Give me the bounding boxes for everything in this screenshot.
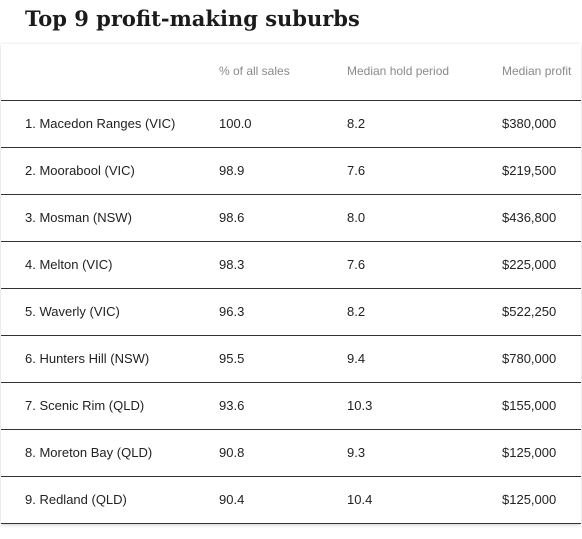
- profit-table-container: % of all sales Median hold period Median…: [1, 44, 581, 524]
- cell-suburb: 4. Melton (VIC): [25, 256, 113, 272]
- cell-median-profit: $155,000: [502, 397, 557, 413]
- cell-hold-period: 9.3: [347, 444, 366, 460]
- cell-median-profit: $380,000: [502, 115, 557, 131]
- cell-hold-period: 10.4: [347, 491, 373, 507]
- table-row: 9. Redland (QLD) 90.4 10.4 $125,000: [1, 476, 581, 523]
- header-pct-sales: % of all sales: [219, 64, 290, 79]
- header-suburb: [1, 44, 194, 100]
- cell-median-profit: $225,000: [502, 256, 557, 272]
- cell-pct-sales: 100.0: [219, 115, 252, 131]
- header-hold-period: Median hold period: [347, 64, 450, 79]
- table-header-row: % of all sales Median hold period Median…: [1, 44, 581, 100]
- cell-pct-sales: 93.6: [219, 397, 245, 413]
- cell-suburb: 5. Waverly (VIC): [25, 303, 120, 319]
- cell-suburb: 1. Macedon Ranges (VIC): [25, 115, 176, 131]
- cell-pct-sales: 96.3: [219, 303, 245, 319]
- cell-suburb: 7. Scenic Rim (QLD): [25, 397, 145, 413]
- cell-pct-sales: 98.9: [219, 162, 245, 178]
- cell-pct-sales: 90.8: [219, 444, 245, 460]
- chart-title: Top 9 profit-making suburbs: [25, 6, 360, 31]
- cell-hold-period: 8.2: [347, 303, 366, 319]
- cell-median-profit: $780,000: [502, 350, 557, 366]
- cell-pct-sales: 98.6: [219, 209, 245, 225]
- cell-suburb: 2. Moorabool (VIC): [25, 162, 135, 178]
- cell-suburb: 8. Moreton Bay (QLD): [25, 444, 153, 460]
- table-row: 6. Hunters Hill (NSW) 95.5 9.4 $780,000: [1, 335, 581, 382]
- cell-suburb: 6. Hunters Hill (NSW): [25, 350, 150, 366]
- cell-hold-period: 7.6: [347, 162, 366, 178]
- table-row: 7. Scenic Rim (QLD) 93.6 10.3 $155,000: [1, 382, 581, 429]
- cell-hold-period: 8.0: [347, 209, 366, 225]
- cell-hold-period: 10.3: [347, 397, 373, 413]
- cell-suburb: 9. Redland (QLD): [25, 491, 127, 507]
- header-median-profit: Median profit: [502, 64, 572, 79]
- table-row: 4. Melton (VIC) 98.3 7.6 $225,000: [1, 241, 581, 288]
- cell-suburb: 3. Mosman (NSW): [25, 209, 132, 225]
- cell-median-profit: $436,800: [502, 209, 557, 225]
- cell-pct-sales: 98.3: [219, 256, 245, 272]
- table-row: 3. Mosman (NSW) 98.6 8.0 $436,800: [1, 194, 581, 241]
- table-row: 8. Moreton Bay (QLD) 90.8 9.3 $125,000: [1, 429, 581, 476]
- cell-pct-sales: 95.5: [219, 350, 245, 366]
- table-row: 1. Macedon Ranges (VIC) 100.0 8.2 $380,000: [1, 100, 581, 147]
- profit-table: % of all sales Median hold period Median…: [1, 44, 581, 524]
- cell-hold-period: 8.2: [347, 115, 366, 131]
- cell-median-profit: $125,000: [502, 491, 557, 507]
- cell-median-profit: $125,000: [502, 444, 557, 460]
- cell-pct-sales: 90.4: [219, 491, 245, 507]
- table-row: 2. Moorabool (VIC) 98.9 7.6 $219,500: [1, 147, 581, 194]
- cell-median-profit: $219,500: [502, 162, 557, 178]
- cell-hold-period: 9.4: [347, 350, 366, 366]
- cell-median-profit: $522,250: [502, 303, 557, 319]
- cell-hold-period: 7.6: [347, 256, 366, 272]
- table-row: 5. Waverly (VIC) 96.3 8.2 $522,250: [1, 288, 581, 335]
